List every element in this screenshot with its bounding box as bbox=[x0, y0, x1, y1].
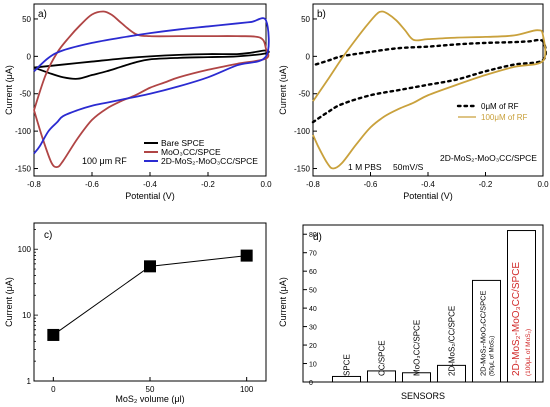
d-bar bbox=[367, 370, 396, 383]
d-category-label: MoO₃CC/SPCE bbox=[413, 320, 422, 376]
a-ytick-label: -100 bbox=[15, 127, 32, 136]
panel-b-frame bbox=[312, 3, 544, 177]
d-bar bbox=[402, 372, 431, 383]
d-ytick-label: 60 bbox=[309, 269, 317, 276]
d-bar bbox=[472, 279, 501, 383]
c-xtick-label: 0 bbox=[51, 385, 56, 394]
panel-c-xlabel: MoS₂ volume (μl) bbox=[115, 394, 184, 404]
c-data-point bbox=[47, 328, 60, 341]
d-category-label: (50μL of MoS₂) bbox=[490, 336, 496, 376]
c-ytick-label: 1 bbox=[27, 377, 32, 386]
panel-b-ylabel: Current (uA) bbox=[278, 65, 288, 115]
a-xtick-label: -0.8 bbox=[27, 180, 41, 189]
panel-c-ylabel: Current (μA) bbox=[4, 277, 14, 327]
panel-a: a) -0.8 -0.6 -0.4 -0.2 0.0 -150 -100 -50 0 50 Po… bbox=[4, 3, 272, 201]
panel-d: d) 0 10 20 30 40 50 60 70 80 SENSORS Current (μA… bbox=[278, 224, 544, 401]
panel-d-xlabel: SENSORS bbox=[401, 391, 445, 401]
c-ytick-label: 10 bbox=[22, 311, 31, 320]
a-series-1-line bbox=[33, 10, 270, 168]
panel-d-label: d) bbox=[313, 232, 322, 243]
d-bar bbox=[507, 230, 536, 383]
b-ytick-label: -50 bbox=[298, 90, 310, 99]
d-category-label: CC/SPCE bbox=[378, 340, 387, 376]
d-category-label: 2D-MoS₂/CC/SPCE bbox=[448, 306, 457, 376]
panel-c-label: c) bbox=[44, 230, 52, 241]
a-ytick-label: 0 bbox=[27, 52, 32, 61]
b-xtick-label: -0.2 bbox=[479, 180, 493, 189]
panel-b-label: b) bbox=[317, 9, 326, 20]
c-ytick-label: 100 bbox=[18, 245, 32, 254]
b-legend-label: 0μM of RF bbox=[481, 102, 519, 111]
d-ytick-label: 20 bbox=[309, 343, 317, 350]
d-bar bbox=[437, 364, 466, 383]
a-ytick-label: 50 bbox=[22, 15, 31, 24]
panel-a-annotation: 100 μm RF bbox=[82, 156, 127, 166]
b-xtick-label: 0.0 bbox=[537, 180, 549, 189]
d-ytick-label: 50 bbox=[309, 288, 317, 295]
a-ytick-label: -50 bbox=[19, 90, 31, 99]
c-xtick-label: 100 bbox=[240, 385, 254, 394]
b-ytick-label: 50 bbox=[301, 15, 310, 24]
panel-a-label: a) bbox=[38, 9, 47, 20]
a-ytick-label: -150 bbox=[15, 165, 32, 174]
a-series-2-line bbox=[33, 17, 270, 155]
panel-c-frame bbox=[33, 222, 267, 382]
a-xtick-label: 0.0 bbox=[260, 180, 272, 189]
panel-b-annotation-electrode: 2D-MoS₂-MoO₃CC/SPCE bbox=[440, 153, 537, 163]
b-xtick-label: -0.8 bbox=[306, 180, 320, 189]
b-legend-label: 100μM of RF bbox=[481, 113, 528, 122]
d-bar bbox=[332, 375, 361, 383]
panel-a-xlabel: Potential (V) bbox=[125, 191, 175, 201]
a-xtick-label: -0.6 bbox=[85, 180, 99, 189]
d-category-label: SPCE bbox=[343, 354, 352, 376]
panel-d-ylabel: Current (μA) bbox=[278, 277, 288, 327]
b-series-0-line bbox=[311, 38, 547, 124]
b-series-1-line bbox=[312, 10, 547, 170]
d-category-label: (100μL of MoS₂) bbox=[525, 329, 532, 376]
b-xtick-label: -0.4 bbox=[421, 180, 435, 189]
panel-b-annotation-scanrate: 50mV/S bbox=[393, 162, 424, 172]
a-xtick-label: -0.4 bbox=[143, 180, 157, 189]
panel-b-xlabel: Potential (V) bbox=[403, 191, 453, 201]
a-legend-label: 2D-MoS₂-MoO₃CC/SPCE bbox=[161, 156, 258, 166]
b-ytick-label: -100 bbox=[294, 127, 311, 136]
a-legend-label: MoO₃CC/SPCE bbox=[161, 147, 221, 157]
d-ytick-label: 10 bbox=[309, 362, 317, 369]
c-xtick-label: 50 bbox=[146, 385, 155, 394]
panel-b: b) -0.8 -0.6 -0.4 -0.2 0.0 -150 -100 -50 0 50 Po… bbox=[278, 3, 549, 201]
d-ytick-label: 40 bbox=[309, 306, 317, 313]
c-data-point bbox=[144, 260, 156, 273]
b-ytick-label: 0 bbox=[306, 52, 311, 61]
b-xtick-label: -0.6 bbox=[364, 180, 378, 189]
d-ytick-label: 30 bbox=[309, 325, 317, 332]
panel-a-ylabel: Current (μA) bbox=[4, 65, 14, 115]
panel-a-frame bbox=[33, 3, 267, 177]
a-legend-label: Bare SPCE bbox=[161, 138, 205, 148]
panel-b-annotation-pbs: 1 M PBS bbox=[348, 162, 382, 172]
a-xtick-label: -0.2 bbox=[201, 180, 215, 189]
d-ytick-label: 70 bbox=[309, 251, 317, 258]
a-series-0-line bbox=[33, 49, 270, 80]
d-category-label: 2D-MoS₂-MoO₃CC/SPCE bbox=[479, 290, 488, 376]
c-data-point bbox=[240, 249, 253, 262]
panel-c: c) 0 50 100 1 10 100 MoS₂ volume (μl) Curren… bbox=[4, 222, 267, 404]
d-ytick-label: 0 bbox=[309, 380, 313, 387]
d-category-label: 2D-MoS₂-MoO₃CC/SPCE bbox=[511, 262, 522, 376]
b-ytick-label: -150 bbox=[294, 165, 311, 174]
d-ytick-label: 80 bbox=[309, 232, 317, 239]
